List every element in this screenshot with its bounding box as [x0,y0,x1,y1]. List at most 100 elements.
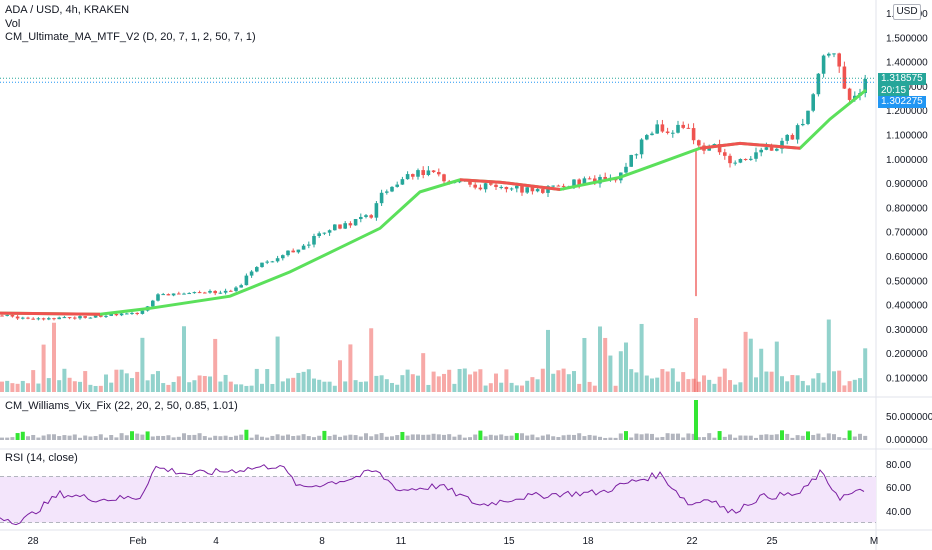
candle-body [717,144,722,153]
vix-bar [639,434,644,440]
vix-bar [171,437,176,440]
candle-body [395,184,399,187]
currency-button[interactable]: USD [893,4,921,20]
volume-bar [5,380,10,392]
candle-body [197,292,202,294]
vix-bar [400,431,405,440]
candle-body [681,124,685,128]
symbol-title[interactable]: ADA / USD, 4h, KRAKEN [5,4,130,16]
vix-bar [140,434,145,440]
vix-bar [223,435,228,440]
vix-bar [114,437,119,440]
vix-bar [618,433,623,440]
vix-bar [312,437,316,440]
volume-bar [202,375,207,392]
vix-bar [280,435,285,440]
volume-bar [676,381,680,392]
volume-bar [166,384,171,392]
price-tick-label: 0.100000 [886,374,928,385]
volume-bar [468,374,472,392]
vix-bar [696,437,701,440]
vix-bar [748,435,753,440]
volume-bar [353,380,358,392]
vix-bar [603,437,608,440]
candle-body [338,224,342,229]
vix-bar [244,429,249,440]
vix-bar [369,436,374,440]
candle-body [790,134,795,140]
volume-bar [265,369,270,392]
volume-bar [852,379,857,392]
vix-bar [78,437,82,440]
volume-bar [457,368,462,392]
volume-legend[interactable]: Vol [5,18,21,30]
candle-body [665,131,670,133]
candle-body [275,258,280,262]
candle-body [281,255,285,259]
ma-indicator-legend[interactable]: CM_Ultimate_MA_MTF_V2 (D, 20, 7, 1, 2, 5… [5,31,256,43]
volume-bar [296,372,301,392]
price-tick-label: 0.600000 [886,252,928,263]
candle-body [249,271,254,276]
vix-bar [655,437,660,440]
volume-bar [306,369,311,392]
ma-line [0,88,867,316]
vix-bar [644,433,649,440]
volume-bar [858,378,862,392]
volume-bar [832,371,836,392]
vix-bar [10,437,15,440]
candle-body [504,186,509,190]
rsi-indicator-legend[interactable]: RSI (14, close) [5,452,78,464]
candle-body [140,310,145,314]
vix-bar [546,434,550,440]
vix-bar [780,430,784,440]
candle-body [307,244,311,246]
candle-body [551,185,555,187]
volume-bar [421,353,426,392]
vix-bar [275,434,280,440]
vix-bar [374,434,379,440]
price-tick-label: 0.700000 [886,228,928,239]
vix-bar [514,433,519,440]
vix-bar [837,437,842,440]
vix-bar [582,436,587,440]
candle-body [364,215,368,217]
price-tick-label: 0.900000 [886,179,928,190]
vix-bar [327,436,332,440]
vix-bar [265,437,270,440]
volume-bar [88,384,93,392]
candle-body [489,183,493,185]
vix-bar [52,434,56,440]
vix-bar [738,435,743,440]
candle-body [572,179,576,187]
volume-bar [754,377,758,392]
vix-indicator-legend[interactable]: CM_Williams_Vix_Fix (22, 20, 2, 50, 0.85… [5,400,238,412]
volume-bar [176,376,181,392]
rsi-tick-label: 60.00 [886,483,911,494]
volume-bar [504,369,509,392]
vix-bar [249,437,254,440]
candle-body [556,185,561,187]
volume-bar [759,348,764,392]
vix-bar [390,436,394,440]
candle-body [130,312,134,314]
volume-bar [655,377,660,392]
rsi-band [0,476,876,523]
volume-bar [275,336,280,392]
rsi-tick-label: 80.00 [886,460,911,471]
candle-body [270,261,275,263]
vix-bar [20,431,25,440]
vix-bar [660,436,665,440]
vix-bar [733,437,738,440]
vix-bar [686,433,691,440]
candle-body [811,94,815,111]
volume-bar [140,337,145,392]
time-tick-label: 28 [27,536,39,547]
volume-bar [738,382,743,392]
candle-body [203,292,207,294]
volume-bar [244,385,249,392]
volume-bar [582,337,587,392]
candle-body [239,285,243,288]
